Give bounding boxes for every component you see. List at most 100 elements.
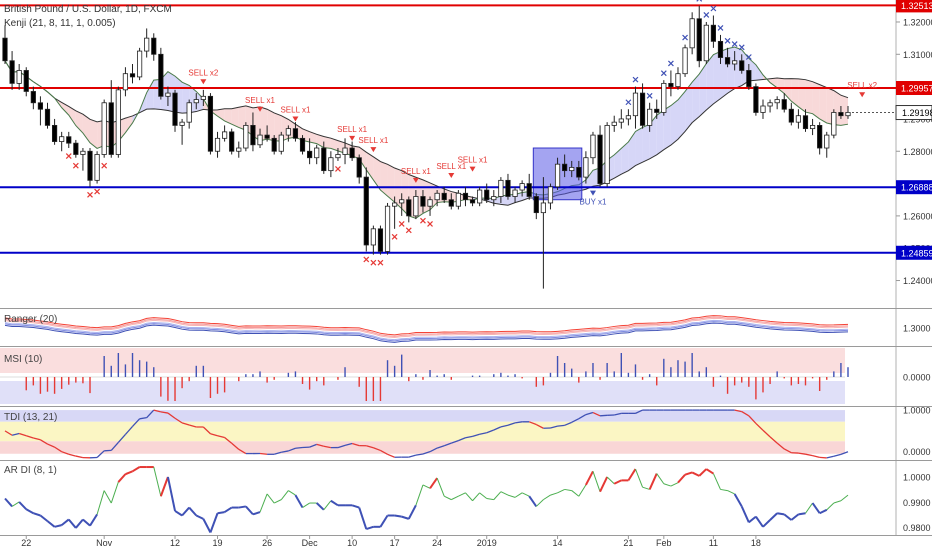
kenji-band-segment <box>643 124 650 162</box>
ardi-line-segment <box>175 511 182 516</box>
ardi-line-segment <box>444 496 451 499</box>
candle-body <box>584 158 588 177</box>
x-axis-tick-label: 17 <box>390 538 400 548</box>
chart-symbol-title: British Pound / U.S. Dollar, 1D, FXCM <box>4 4 172 16</box>
ardi-line-segment <box>288 491 295 496</box>
sell-signal-label: SELL x2 <box>847 81 877 90</box>
tdi-line-segment <box>76 456 83 458</box>
buy-cross-icon <box>697 0 702 1</box>
x-axis-tick-label: Nov <box>96 538 113 548</box>
ardi-line-segment <box>586 471 593 485</box>
candle-body <box>789 109 793 122</box>
ardi-line-segment <box>777 513 784 514</box>
candle-body <box>810 125 814 128</box>
ardi-line-segment <box>494 492 501 500</box>
sell-arrow-icon <box>470 167 476 172</box>
ardi-line-segment <box>317 503 324 510</box>
ardi-line-segment <box>515 493 522 498</box>
candle-body <box>655 109 659 112</box>
ardi-line-segment <box>295 495 302 507</box>
x-axis-tick-label: 10 <box>347 538 357 548</box>
sell-cross-icon <box>364 257 369 262</box>
candle-body <box>485 190 489 200</box>
tdi-line-segment <box>827 456 834 458</box>
candle-body <box>591 135 595 158</box>
candle-body <box>251 125 255 144</box>
kenji-band-segment <box>728 47 735 93</box>
candle-body <box>265 135 269 138</box>
candle-body <box>95 154 99 180</box>
sell-cross-icon <box>392 234 397 239</box>
candle-body <box>329 158 333 171</box>
ardi-line-segment <box>366 527 373 529</box>
ardi-line-segment <box>749 517 756 523</box>
candle-body <box>725 58 729 64</box>
ardi-line-segment <box>720 489 727 490</box>
candle-body <box>782 100 786 110</box>
buy-cross-icon <box>725 38 730 43</box>
ardi-line-segment <box>600 477 607 492</box>
ranger-tick-label: 1.3000 <box>903 324 931 334</box>
last-price-label: 1.29198 <box>902 108 932 118</box>
buy-cross-icon <box>711 6 716 11</box>
sell-arrow-icon <box>448 173 454 178</box>
sell-signal-label: SELL x1 <box>337 125 367 134</box>
sell-cross-icon <box>102 163 107 168</box>
candle-body <box>102 103 106 155</box>
ardi-line-segment <box>487 499 494 500</box>
sell-cross-icon <box>73 163 78 168</box>
tdi-line-segment <box>295 448 302 449</box>
x-axis-tick-label: 21 <box>623 538 633 548</box>
ardi-line-segment <box>671 483 678 486</box>
candle-body <box>477 190 481 203</box>
tdi-line-segment <box>409 455 416 457</box>
sell-arrow-icon <box>349 136 355 141</box>
ardi-line-segment <box>635 469 642 487</box>
candle-body <box>548 187 552 203</box>
kenji-band-segment <box>699 64 706 117</box>
sell-signal-label: SELL x1 <box>401 167 431 176</box>
candle-body <box>229 132 233 151</box>
candle-body <box>88 151 92 180</box>
ardi-line-segment <box>692 472 699 475</box>
candle-body <box>803 116 807 129</box>
ardi-tick-label: 1.0000 <box>903 473 931 483</box>
tdi-lower-zone <box>0 441 845 453</box>
candle-body <box>152 38 156 54</box>
candle-body <box>336 154 340 157</box>
ardi-line-segment <box>763 520 770 527</box>
sell-cross-icon <box>371 260 376 265</box>
ardi-line-segment <box>324 501 331 510</box>
ardi-line-segment <box>813 503 820 513</box>
ardi-line-segment <box>805 503 812 513</box>
buy-cross-icon <box>626 100 631 105</box>
y-axis-tick-label: 1.28000 <box>903 147 932 157</box>
ardi-line-segment <box>48 521 55 527</box>
ardi-line-segment <box>69 519 76 527</box>
candle-body <box>180 122 184 125</box>
ardi-line-segment <box>281 491 288 500</box>
tdi-pane-label: TDI (13, 21) <box>4 412 57 423</box>
ardi-line-segment <box>728 491 735 494</box>
tdi-line-segment <box>558 425 565 426</box>
candle-body <box>364 177 368 245</box>
x-axis-tick-label: Dec <box>302 538 319 548</box>
ardi-line-segment <box>501 492 508 495</box>
ardi-line-segment <box>834 501 841 503</box>
msi-lower-zone <box>0 381 845 404</box>
candle-body <box>52 125 56 141</box>
x-axis-tick-label: 18 <box>751 538 761 548</box>
ardi-line-segment <box>529 496 536 506</box>
candle-body <box>159 54 163 96</box>
candle-body <box>647 109 651 125</box>
candle-body <box>414 196 418 215</box>
x-axis-tick-label: 11 <box>709 538 718 548</box>
ardi-line-segment <box>97 491 104 515</box>
candle-body <box>286 129 290 135</box>
ardi-line-segment <box>203 519 210 533</box>
candle-body <box>421 196 425 206</box>
tdi-mid-zone <box>0 422 845 442</box>
candle-body <box>506 180 510 196</box>
msi-tick-label: 0.0000 <box>903 373 931 383</box>
ardi-line-segment <box>593 471 600 491</box>
